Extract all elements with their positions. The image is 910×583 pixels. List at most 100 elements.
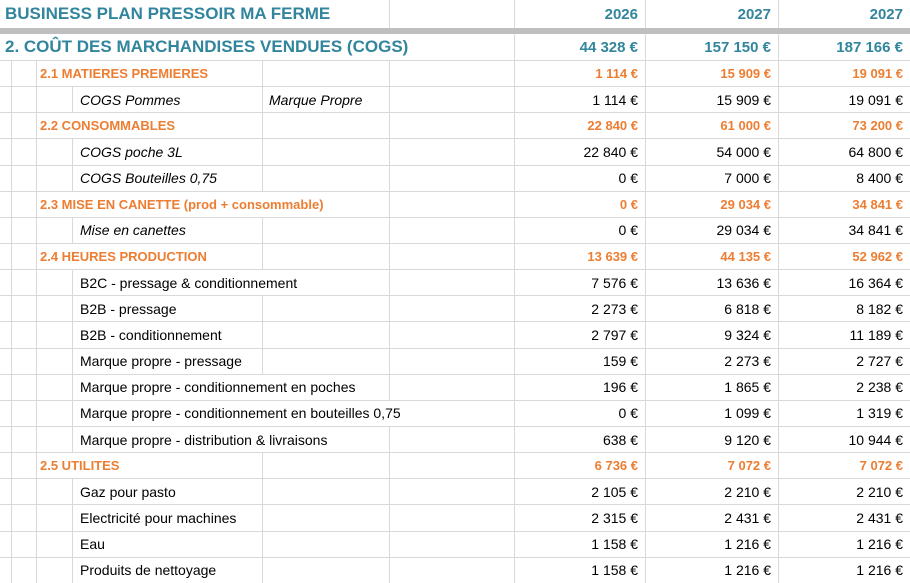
grid-cell-a[interactable] (0, 479, 12, 505)
row-label-cell[interactable]: Eau (73, 531, 514, 557)
row-label-cell[interactable]: COGS poche 3L (73, 139, 514, 165)
value-2027a[interactable]: 13 636 € (645, 270, 778, 296)
grid-cell-c[interactable] (37, 296, 73, 322)
value-2027a[interactable]: 61 000 € (645, 113, 778, 139)
value-2027b[interactable]: 2 238 € (778, 374, 910, 400)
value-2027a[interactable]: 15 909 € (645, 61, 778, 87)
grid-cell-a[interactable] (0, 296, 12, 322)
value-2027a[interactable]: 1 099 € (645, 400, 778, 426)
row-label-cell[interactable]: Marque propre - conditionnement en boute… (73, 401, 514, 426)
grid-cell-c[interactable] (37, 374, 73, 400)
grid-cell-b[interactable] (12, 217, 37, 243)
value-2027b[interactable]: 1 216 € (778, 557, 910, 583)
grid-cell-a[interactable] (0, 243, 12, 270)
value-2026[interactable]: 638 € (514, 426, 645, 453)
workbook-title-cell[interactable]: BUSINESS PLAN PRESSOIR MA FERME (0, 0, 389, 28)
row-label-cell[interactable]: 2.5 UTILITES (37, 453, 514, 479)
row-label-cell[interactable]: 2.4 HEURES PRODUCTION (37, 243, 514, 270)
grid-cell-b[interactable] (12, 374, 37, 400)
value-2026[interactable]: 6 736 € (514, 453, 645, 479)
grid-cell-a[interactable] (0, 453, 12, 479)
value-2027a[interactable]: 15 909 € (645, 87, 778, 113)
value-2027a[interactable]: 2 431 € (645, 505, 778, 531)
value-2027a[interactable]: 9 324 € (645, 322, 778, 348)
grid-cell-c[interactable] (37, 270, 73, 296)
grid-cell-c[interactable] (37, 87, 73, 113)
grid-cell-c[interactable] (37, 165, 73, 191)
grid-cell-b[interactable] (12, 139, 37, 165)
value-2026[interactable]: 2 797 € (514, 322, 645, 348)
value-2027b[interactable]: 2 431 € (778, 505, 910, 531)
value-2027a[interactable]: 29 034 € (645, 217, 778, 243)
value-2026[interactable]: 22 840 € (514, 139, 645, 165)
value-2027b[interactable]: 34 841 € (778, 217, 910, 243)
grid-cell-c[interactable] (37, 217, 73, 243)
grid-cell-b[interactable] (12, 165, 37, 191)
value-2027a[interactable]: 1 216 € (645, 557, 778, 583)
year-header-2026[interactable]: 2026 (514, 0, 645, 28)
value-2027b[interactable]: 8 182 € (778, 296, 910, 322)
grid-cell-c[interactable] (37, 531, 73, 557)
row-label-cell[interactable]: Marque propre - conditionnement en poche… (73, 374, 514, 400)
value-2026[interactable]: 0 € (514, 165, 645, 191)
grid-cell-c[interactable] (37, 400, 73, 426)
grid-cell-a[interactable] (0, 531, 12, 557)
grid-cell-a[interactable] (0, 217, 12, 243)
value-2026[interactable]: 2 315 € (514, 505, 645, 531)
value-2026[interactable]: 1 158 € (514, 531, 645, 557)
grid-cell-b[interactable] (12, 426, 37, 453)
row-label-cell[interactable]: 2.3 MISE EN CANETTE (prod + consommable) (37, 191, 514, 217)
grid-cell-b[interactable] (12, 113, 37, 139)
row-label-cell[interactable]: Marque propre - pressage (73, 348, 514, 374)
value-2026[interactable]: 0 € (514, 217, 645, 243)
year-header-2027a[interactable]: 2027 (645, 0, 778, 28)
value-2027a[interactable]: 54 000 € (645, 139, 778, 165)
value-2026[interactable]: 196 € (514, 374, 645, 400)
grid-cell-b[interactable] (12, 270, 37, 296)
value-2026[interactable]: 22 840 € (514, 113, 645, 139)
value-2027a[interactable]: 44 135 € (645, 243, 778, 270)
grid-cell-a[interactable] (0, 113, 12, 139)
row-label-cell[interactable]: Gaz pour pasto (73, 479, 514, 505)
value-2027b[interactable]: 52 962 € (778, 243, 910, 270)
grid-cell-a[interactable] (0, 165, 12, 191)
grid-cell-a[interactable] (0, 348, 12, 374)
grid-cell-a[interactable] (0, 139, 12, 165)
grid-cell-a[interactable] (0, 87, 12, 113)
value-2027a[interactable]: 7 072 € (645, 453, 778, 479)
grid-cell-b[interactable] (12, 61, 37, 87)
value-2027a[interactable]: 7 000 € (645, 165, 778, 191)
value-2027b[interactable]: 19 091 € (778, 61, 910, 87)
grid-cell-b[interactable] (12, 243, 37, 270)
value-2027b[interactable]: 34 841 € (778, 191, 910, 217)
section-label-cell[interactable]: 2. COÛT DES MARCHANDISES VENDUES (COGS) (0, 34, 514, 60)
grid-cell-b[interactable] (12, 296, 37, 322)
section-value-2027a[interactable]: 157 150 € (645, 34, 778, 60)
row-label-cell[interactable]: Marque propre - distribution & livraison… (73, 426, 514, 453)
grid-cell-a[interactable] (0, 400, 12, 426)
grid-cell-b[interactable] (12, 557, 37, 583)
row-label-cell[interactable]: Electricité pour machines (73, 505, 514, 531)
value-2027a[interactable]: 2 273 € (645, 348, 778, 374)
grid-cell-c[interactable] (37, 479, 73, 505)
grid-cell-a[interactable] (0, 557, 12, 583)
grid-cell-c[interactable] (37, 505, 73, 531)
grid-cell-b[interactable] (12, 479, 37, 505)
grid-cell-b[interactable] (12, 531, 37, 557)
value-2027a[interactable]: 1 865 € (645, 374, 778, 400)
value-2026[interactable]: 2 273 € (514, 296, 645, 322)
value-2027b[interactable]: 73 200 € (778, 113, 910, 139)
value-2027b[interactable]: 2 210 € (778, 479, 910, 505)
row-label-cell[interactable]: B2B - pressage (73, 296, 514, 322)
grid-cell-a[interactable] (0, 322, 12, 348)
value-2027a[interactable]: 29 034 € (645, 191, 778, 217)
value-2027b[interactable]: 1 216 € (778, 531, 910, 557)
grid-cell-c[interactable] (37, 139, 73, 165)
value-2027a[interactable]: 2 210 € (645, 479, 778, 505)
value-2027b[interactable]: 19 091 € (778, 87, 910, 113)
value-2026[interactable]: 1 114 € (514, 61, 645, 87)
grid-cell-c[interactable] (37, 348, 73, 374)
value-2027b[interactable]: 16 364 € (778, 270, 910, 296)
value-2026[interactable]: 7 576 € (514, 270, 645, 296)
value-2026[interactable]: 159 € (514, 348, 645, 374)
